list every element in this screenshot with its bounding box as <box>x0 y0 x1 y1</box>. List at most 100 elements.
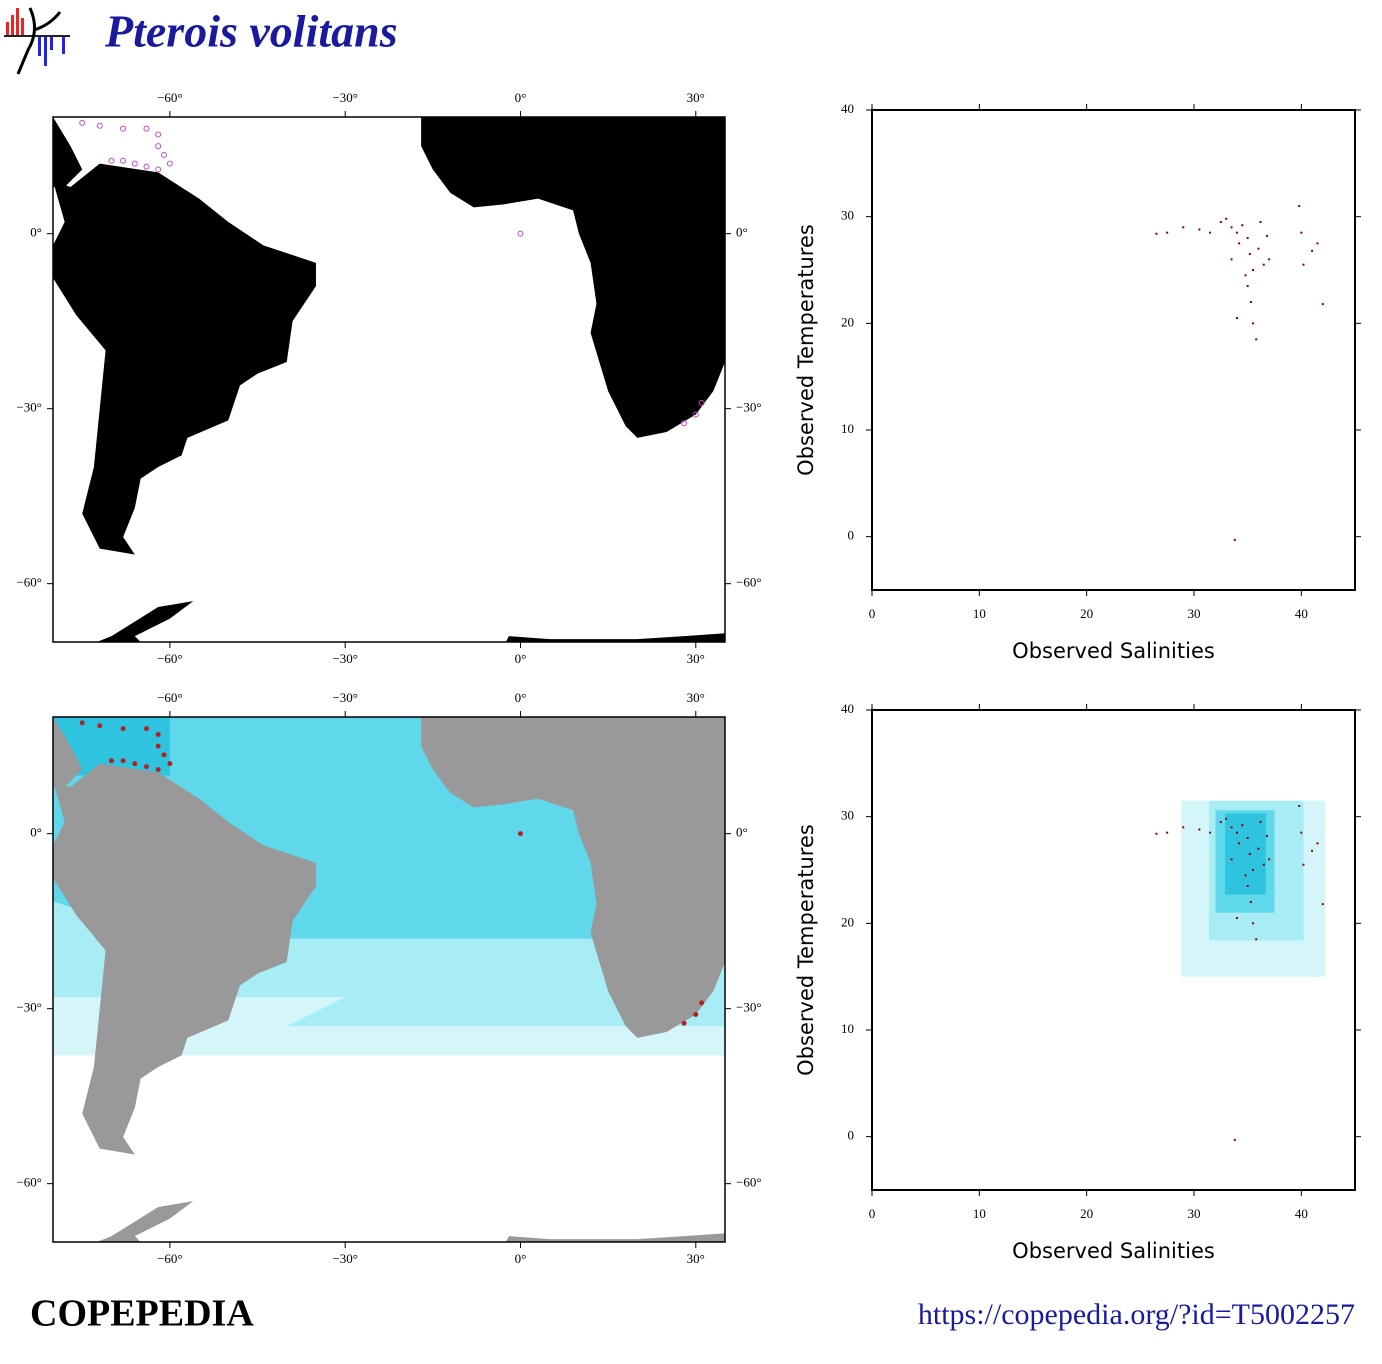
x-tick-label: 30° <box>687 90 705 105</box>
y-tick-label: −60° <box>736 575 762 590</box>
x-axis-label: Observed Salinities <box>1012 639 1215 663</box>
x-tick-label: 40 <box>1295 606 1308 621</box>
occurrence <box>155 143 162 150</box>
land <box>53 763 316 1155</box>
occurrence <box>517 230 524 237</box>
x-tick-label: −30° <box>332 90 358 105</box>
y-tick-label: 10 <box>841 421 854 436</box>
point <box>1302 263 1305 266</box>
x-tick-label: 30 <box>1188 1206 1201 1221</box>
point <box>1241 224 1244 227</box>
y-tick-label: 0° <box>30 225 42 240</box>
occurrence <box>97 723 103 729</box>
occurrence <box>131 160 138 167</box>
occurrence <box>108 157 115 164</box>
occurrence <box>143 163 150 170</box>
y-tick-label: −30° <box>16 1000 42 1015</box>
occurrence <box>693 1012 699 1017</box>
map-frame <box>52 116 726 643</box>
point <box>1248 253 1251 255</box>
land <box>96 601 194 642</box>
y-tick-label: −30° <box>736 400 762 415</box>
point <box>1246 885 1249 887</box>
point <box>1209 831 1212 834</box>
point <box>1316 242 1319 245</box>
point <box>1265 834 1268 837</box>
y-tick-label: 0° <box>736 825 748 840</box>
point <box>1246 285 1249 287</box>
y-tick-label: 30 <box>841 208 854 223</box>
point <box>1182 826 1185 829</box>
x-tick-label: −60° <box>157 651 183 666</box>
occurrence <box>79 720 85 726</box>
occurrence <box>166 160 173 167</box>
map-area <box>53 717 725 1242</box>
x-tick-label: 0 <box>869 606 876 621</box>
x-axis-label: Observed Salinities <box>1012 1239 1215 1263</box>
occurrence <box>692 411 699 418</box>
point <box>1252 269 1255 271</box>
point <box>1252 322 1255 325</box>
brand: COPEPEDIA <box>30 1293 254 1335</box>
x-tick-label: 0° <box>515 690 527 705</box>
point <box>1230 826 1233 829</box>
x-tick-label: −60° <box>157 90 183 105</box>
point <box>1249 301 1252 303</box>
land <box>505 633 725 642</box>
point <box>1225 217 1228 220</box>
point <box>1155 232 1158 235</box>
occurrence <box>681 420 688 427</box>
occurrence <box>517 831 523 837</box>
point <box>1246 837 1249 839</box>
x-tick-label: −30° <box>332 651 358 666</box>
point <box>1166 831 1169 834</box>
range-box <box>1225 813 1266 895</box>
point <box>1235 231 1238 234</box>
point <box>1219 821 1222 823</box>
occurrence <box>161 752 167 758</box>
point <box>1302 863 1305 866</box>
point <box>1230 226 1233 229</box>
plot-frame <box>871 109 1356 591</box>
occurrence <box>120 125 127 132</box>
point <box>1233 538 1236 541</box>
occurrence <box>698 399 705 406</box>
occurrence <box>120 726 126 732</box>
x-tick-label: 0° <box>515 651 527 666</box>
point <box>1311 849 1314 852</box>
land <box>53 163 316 555</box>
point <box>1225 817 1228 820</box>
land <box>421 717 725 1038</box>
title: Pterois volitans <box>104 6 398 57</box>
y-tick-label: 20 <box>841 314 854 329</box>
occurrence <box>155 767 161 772</box>
logo <box>4 7 70 75</box>
land <box>53 717 83 787</box>
point <box>1311 249 1314 252</box>
x-tick-label: 0° <box>515 90 527 105</box>
occurrence <box>699 1000 705 1006</box>
y-tick-label: 10 <box>841 1021 854 1036</box>
x-tick-label: 10 <box>973 1206 986 1221</box>
y-tick-label: −60° <box>16 1175 42 1190</box>
point <box>1166 231 1169 234</box>
x-tick-label: 40 <box>1295 1206 1308 1221</box>
map-area <box>53 117 725 642</box>
point <box>1244 274 1247 277</box>
x-tick-label: −60° <box>157 1251 183 1266</box>
y-tick-label: −60° <box>736 1175 762 1190</box>
occurrence <box>120 157 127 164</box>
url[interactable]: https://copepedia.org/?id=T5002257 <box>918 1298 1355 1331</box>
point <box>1300 231 1303 234</box>
point <box>1198 828 1201 831</box>
point <box>1255 938 1258 941</box>
occurrence <box>143 764 149 770</box>
point <box>1257 847 1260 850</box>
x-tick-label: 0 <box>869 1206 876 1221</box>
occurrence <box>167 761 173 767</box>
map-frame <box>52 716 726 1243</box>
point <box>1268 858 1271 861</box>
point <box>1255 338 1258 341</box>
point <box>1244 874 1247 877</box>
occurrence <box>155 131 162 138</box>
